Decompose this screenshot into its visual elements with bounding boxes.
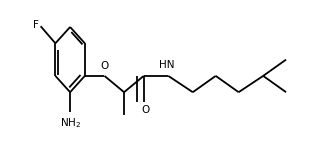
Text: O: O (100, 61, 109, 71)
Text: NH$_2$: NH$_2$ (59, 116, 81, 130)
Text: HN: HN (159, 60, 174, 70)
Text: F: F (33, 20, 39, 30)
Text: O: O (141, 105, 149, 115)
